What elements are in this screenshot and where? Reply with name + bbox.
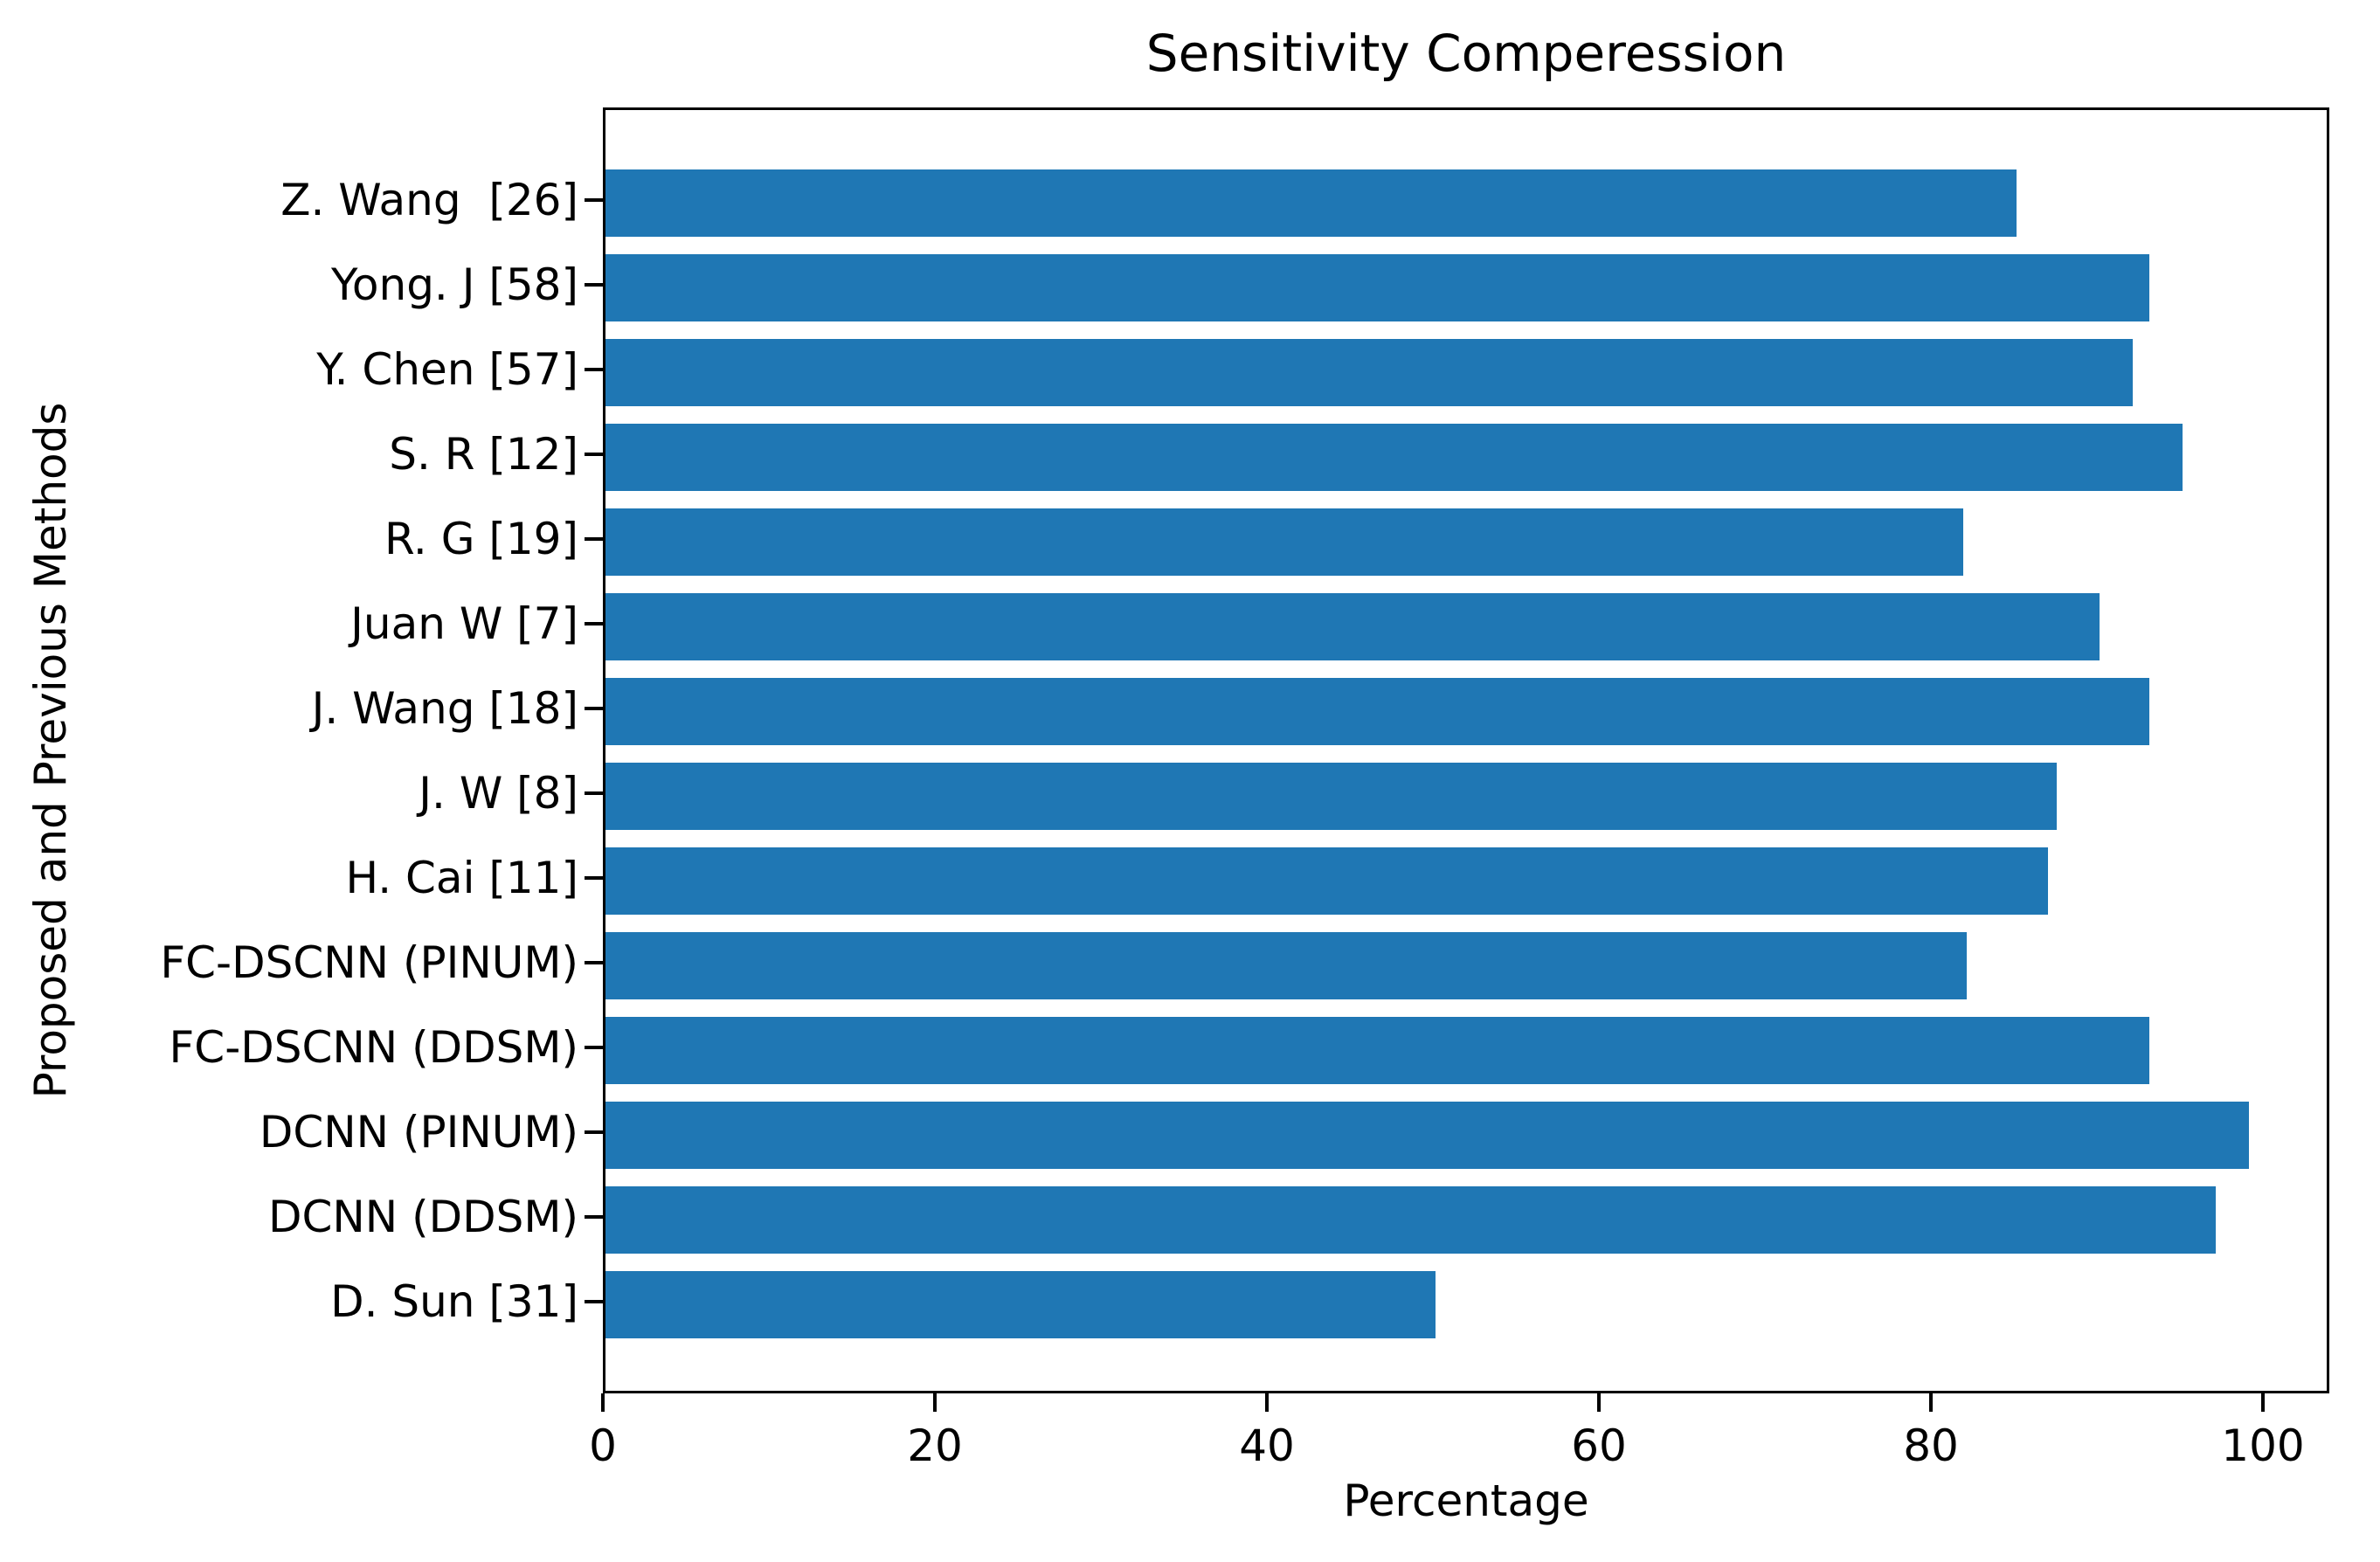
bar [605, 169, 2017, 237]
y-tick-mark [585, 961, 603, 964]
x-tick-label: 0 [589, 1420, 617, 1471]
y-category-label: S. R [12] [389, 429, 578, 480]
y-category-label: H. Cai [11] [345, 853, 578, 903]
x-tick-mark [933, 1393, 937, 1412]
y-tick-mark [585, 1300, 603, 1303]
bar [605, 1016, 2149, 1084]
x-tick-label: 80 [1903, 1420, 1959, 1471]
x-tick-label: 40 [1239, 1420, 1295, 1471]
y-tick-mark [585, 1130, 603, 1134]
bar [605, 847, 2049, 915]
bar [605, 931, 1967, 999]
y-category-label: FC-DSCNN (DDSM) [169, 1022, 578, 1073]
y-category-label: Juan W [7] [350, 598, 578, 649]
bar [605, 338, 2133, 406]
y-tick-mark [585, 622, 603, 625]
bar [605, 1185, 2216, 1254]
x-tick-label: 60 [1571, 1420, 1627, 1471]
y-tick-mark [585, 198, 603, 202]
bar [605, 1270, 1436, 1338]
y-tick-mark [585, 453, 603, 456]
bar [605, 762, 2057, 830]
y-tick-mark [585, 707, 603, 710]
y-tick-mark [585, 1046, 603, 1049]
y-category-label: J. Wang [18] [311, 683, 578, 734]
x-tick-mark [601, 1393, 605, 1412]
bar [605, 508, 1964, 576]
y-category-label: Y. Chen [57] [316, 344, 578, 395]
y-tick-mark [585, 1215, 603, 1219]
y-category-label: Z. Wang [26] [280, 175, 578, 225]
bar [605, 423, 2183, 491]
plot-area [603, 107, 2329, 1393]
x-tick-mark [1929, 1393, 1933, 1412]
y-category-label: R. G [19] [384, 514, 578, 564]
y-tick-mark [585, 537, 603, 541]
x-tick-mark [1597, 1393, 1601, 1412]
x-tick-label: 20 [907, 1420, 963, 1471]
bar [605, 1101, 2249, 1169]
x-axis-label: Percentage [1343, 1476, 1589, 1526]
y-category-label: J. W [8] [419, 768, 578, 819]
y-category-label: D. Sun [31] [330, 1276, 578, 1327]
x-tick-mark [1265, 1393, 1269, 1412]
x-tick-mark [2261, 1393, 2265, 1412]
y-tick-mark [585, 283, 603, 287]
y-tick-mark [585, 791, 603, 795]
y-category-label: DCNN (DDSM) [267, 1192, 578, 1242]
y-axis-label: Proposed and Previous Methods [25, 402, 76, 1099]
bar [605, 592, 2100, 660]
y-tick-mark [585, 368, 603, 371]
x-tick-label: 100 [2221, 1420, 2305, 1471]
bar [605, 253, 2149, 321]
bar [605, 677, 2149, 745]
y-tick-mark [585, 876, 603, 880]
y-category-label: Yong. J [58] [331, 259, 578, 310]
y-category-label: FC-DSCNN (PINUM) [160, 937, 578, 988]
y-category-label: DCNN (PINUM) [259, 1107, 578, 1158]
chart-title: Sensitivity Comperession [1145, 24, 1787, 83]
